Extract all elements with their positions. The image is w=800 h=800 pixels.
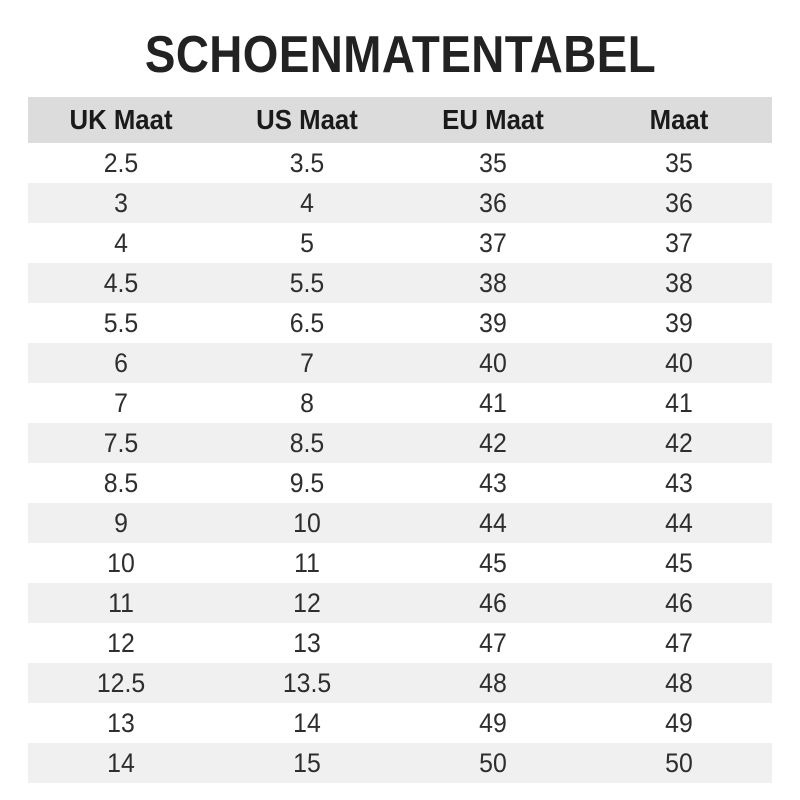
size-cell: 39 (665, 307, 693, 338)
size-cell: 7.5 (103, 427, 139, 458)
size-cell: 35 (665, 147, 693, 178)
size-cell: 14 (107, 747, 135, 778)
table-row: 3 4 36 36 (28, 183, 772, 223)
table-row: 7.5 8.5 42 42 (28, 423, 772, 463)
table-row: 12.5 13.5 48 48 (28, 663, 772, 703)
size-cell: 40 (479, 347, 507, 378)
size-cell: 50 (479, 747, 507, 778)
size-cell: 13.5 (282, 667, 332, 698)
size-cell: 14 (293, 707, 321, 738)
size-cell: 4 (300, 187, 314, 218)
size-cell: 5.5 (289, 267, 325, 298)
table-row: 9 10 44 44 (28, 503, 772, 543)
column-header-maat: Maat (649, 104, 709, 135)
size-cell: 10 (107, 547, 135, 578)
size-cell: 8 (300, 387, 314, 418)
table-row: 6 7 40 40 (28, 343, 772, 383)
table-header-row: UK Maat US Maat EU Maat Maat (28, 97, 772, 143)
table-row: 5.5 6.5 39 39 (28, 303, 772, 343)
page-title-wrap: SCHOENMATENTABEL (0, 20, 800, 90)
table-body: 2.5 3.5 35 35 3 4 36 36 4 5 37 37 4.5 5.5 38 38 5.5 6.5 39… (28, 143, 772, 783)
size-cell: 2.5 (103, 147, 139, 178)
size-cell: 13 (293, 627, 321, 658)
size-cell: 3 (114, 187, 128, 218)
page-title: SCHOENMATENTABEL (144, 26, 656, 84)
size-cell: 8.5 (289, 427, 325, 458)
size-cell: 47 (479, 627, 507, 658)
size-cell: 42 (665, 427, 693, 458)
size-cell: 12 (107, 627, 135, 658)
size-cell: 4 (114, 227, 128, 258)
size-cell: 37 (665, 227, 693, 258)
size-cell: 12 (293, 587, 321, 618)
size-cell: 15 (293, 747, 321, 778)
column-header-uk-maat: UK Maat (69, 104, 173, 135)
size-cell: 48 (665, 667, 693, 698)
table-row: 14 15 50 50 (28, 743, 772, 783)
size-cell: 46 (479, 587, 507, 618)
size-cell: 37 (479, 227, 507, 258)
size-cell: 10 (293, 507, 321, 538)
size-cell: 41 (479, 387, 507, 418)
size-cell: 11 (108, 587, 134, 618)
size-cell: 35 (479, 147, 507, 178)
column-header-us-maat: US Maat (256, 104, 358, 135)
size-cell: 8.5 (103, 467, 139, 498)
size-cell: 36 (665, 187, 693, 218)
size-conversion-table: UK Maat US Maat EU Maat Maat 2.5 3.5 35 35 3… (28, 97, 772, 783)
size-cell: 49 (665, 707, 693, 738)
size-cell: 3.5 (289, 147, 325, 178)
size-cell: 42 (479, 427, 507, 458)
table-row: 4 5 37 37 (28, 223, 772, 263)
size-cell: 6 (114, 347, 128, 378)
size-cell: 45 (479, 547, 507, 578)
table-row: 4.5 5.5 38 38 (28, 263, 772, 303)
size-cell: 13 (107, 707, 135, 738)
size-cell: 44 (665, 507, 693, 538)
size-cell: 41 (665, 387, 693, 418)
table-row: 13 14 49 49 (28, 703, 772, 743)
size-cell: 5.5 (103, 307, 139, 338)
size-cell: 11 (294, 547, 320, 578)
size-cell: 48 (479, 667, 507, 698)
size-cell: 50 (665, 747, 693, 778)
size-cell: 36 (479, 187, 507, 218)
size-cell: 44 (479, 507, 507, 538)
size-cell: 12.5 (96, 667, 146, 698)
table-row: 2.5 3.5 35 35 (28, 143, 772, 183)
size-cell: 49 (479, 707, 507, 738)
size-cell: 6.5 (289, 307, 325, 338)
table-row: 12 13 47 47 (28, 623, 772, 663)
size-cell: 40 (665, 347, 693, 378)
size-cell: 38 (479, 267, 507, 298)
size-cell: 9.5 (289, 467, 325, 498)
size-cell: 7 (114, 387, 128, 418)
size-cell: 5 (300, 227, 314, 258)
size-cell: 7 (300, 347, 314, 378)
size-cell: 38 (665, 267, 693, 298)
table-row: 11 12 46 46 (28, 583, 772, 623)
table-row: 10 11 45 45 (28, 543, 772, 583)
table-row: 8.5 9.5 43 43 (28, 463, 772, 503)
size-cell: 43 (479, 467, 507, 498)
size-cell: 39 (479, 307, 507, 338)
size-cell: 43 (665, 467, 693, 498)
size-cell: 9 (114, 507, 128, 538)
size-cell: 46 (665, 587, 693, 618)
table-row: 7 8 41 41 (28, 383, 772, 423)
column-header-eu-maat: EU Maat (442, 104, 544, 135)
size-cell: 47 (665, 627, 693, 658)
size-cell: 4.5 (103, 267, 139, 298)
size-cell: 45 (665, 547, 693, 578)
